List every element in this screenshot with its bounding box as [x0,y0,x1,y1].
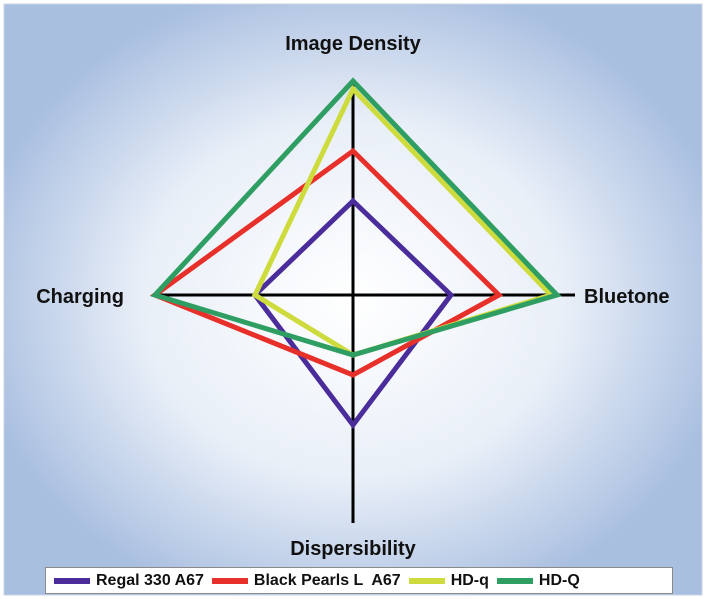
axis-label-dispersibility: Dispersibility [290,538,416,560]
legend-label-regal-330: Regal 330 A67 [96,571,204,589]
legend-item-hd-q-upper: HD-Q [496,571,580,590]
legend-swatch-black-pearls [211,577,248,584]
legend-label-black-pearls: Black Pearls L A67 [253,571,401,589]
series-line-regal-330 [251,197,455,430]
legend-swatch-regal-330 [54,577,90,584]
legend-label-hd-q-lower: HD-q [450,571,489,589]
series-line-hd-q-upper [150,77,562,358]
legend-item-black-pearls: Black Pearls L A67 [211,571,401,590]
legend-item-regal-330: Regal 330 A67 [54,572,204,590]
legend-swatch-hd-q-lower [408,577,445,584]
legend: Regal 330 A67 Black Pearls L A67 HD-q HD… [45,567,673,594]
axis-label-image-density: Image Density [285,33,421,55]
legend-item-hd-q-lower: HD-q [408,571,489,590]
axis-label-charging: Charging [36,286,124,308]
axis-label-bluetone: Bluetone [584,286,670,308]
legend-swatch-hd-q-upper [496,577,533,584]
series-line-black-pearls [149,147,504,378]
legend-label-hd-q-upper: HD-Q [538,571,580,589]
